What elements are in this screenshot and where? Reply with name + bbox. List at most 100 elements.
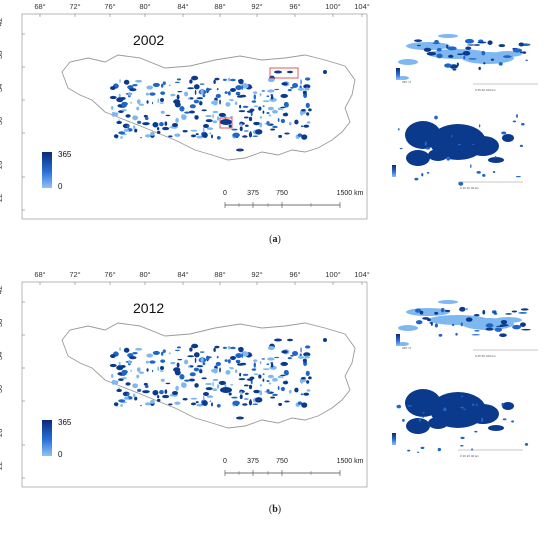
lake bbox=[235, 353, 243, 359]
lake bbox=[123, 79, 130, 85]
lake bbox=[228, 367, 234, 369]
lake bbox=[304, 355, 310, 359]
lake bbox=[190, 402, 197, 406]
lake bbox=[142, 390, 150, 394]
lon-tick-label: 72° bbox=[69, 2, 81, 11]
lake bbox=[189, 347, 193, 352]
inset-lake bbox=[476, 403, 478, 407]
detail-inset-top bbox=[388, 28, 546, 106]
lake bbox=[251, 368, 257, 371]
lake bbox=[259, 92, 262, 97]
lake bbox=[253, 105, 259, 108]
inset-lake bbox=[434, 311, 439, 315]
lake bbox=[308, 108, 312, 112]
lake bbox=[206, 127, 214, 131]
lake bbox=[157, 98, 160, 103]
lake bbox=[230, 383, 234, 386]
lake bbox=[259, 360, 262, 365]
lake bbox=[242, 105, 249, 108]
lake bbox=[193, 352, 200, 358]
lake bbox=[228, 392, 232, 396]
lake bbox=[174, 81, 180, 84]
lake bbox=[249, 399, 252, 402]
inset-lake bbox=[493, 311, 496, 314]
scale-label: 750 bbox=[276, 458, 288, 465]
inset-lake bbox=[473, 314, 480, 317]
inset-bottom-scale-label: 0 10 20 40 km bbox=[460, 186, 480, 190]
lake bbox=[212, 378, 219, 382]
lake bbox=[109, 95, 117, 100]
lake bbox=[248, 384, 253, 390]
lake bbox=[182, 130, 188, 133]
lon-tick-label: 80° bbox=[139, 2, 151, 11]
lake bbox=[216, 403, 221, 408]
inset-lake bbox=[440, 307, 445, 313]
lake bbox=[282, 380, 289, 385]
detail-inset-top bbox=[388, 294, 546, 372]
inset-map bbox=[392, 389, 529, 453]
lake bbox=[214, 77, 220, 81]
lake bbox=[175, 385, 179, 391]
lake bbox=[135, 79, 143, 83]
lat-tick-label: 26° bbox=[0, 425, 4, 437]
lake bbox=[255, 129, 263, 135]
lake bbox=[176, 346, 182, 349]
lake bbox=[258, 374, 262, 379]
lake bbox=[229, 346, 236, 350]
lake bbox=[160, 83, 164, 88]
inset-lake bbox=[466, 44, 476, 46]
lake bbox=[193, 84, 200, 90]
plateau-outline-group bbox=[61, 322, 356, 429]
lake bbox=[168, 135, 173, 138]
lon-tick-label: 72° bbox=[69, 270, 81, 279]
lon-tick-label: 92° bbox=[251, 2, 263, 11]
lake bbox=[267, 345, 275, 351]
inset-lake bbox=[474, 330, 480, 332]
scale-label: 1500 km bbox=[336, 458, 364, 465]
lake bbox=[297, 355, 305, 359]
lake bbox=[159, 370, 164, 372]
lake bbox=[224, 91, 228, 95]
inset-lake bbox=[407, 405, 413, 407]
inset-lake bbox=[485, 327, 494, 331]
inset-lake bbox=[501, 402, 504, 407]
lake bbox=[117, 104, 123, 108]
lake bbox=[211, 134, 213, 139]
inset-top-scale-label: 0 25 50 100 km bbox=[475, 88, 496, 92]
lake-large bbox=[249, 376, 255, 380]
lake bbox=[281, 82, 288, 86]
inset-lake bbox=[494, 327, 503, 332]
lon-tick-label: 68° bbox=[34, 2, 46, 11]
lake bbox=[238, 78, 244, 85]
inset-lake bbox=[452, 68, 457, 71]
lake bbox=[216, 116, 220, 121]
lake bbox=[109, 363, 117, 368]
inset-lake bbox=[463, 408, 466, 411]
lake bbox=[266, 95, 270, 98]
inset-lake bbox=[437, 447, 442, 452]
lake bbox=[219, 367, 221, 373]
inset-lake bbox=[434, 40, 439, 44]
lat-tick-label: 38° bbox=[0, 47, 4, 59]
lake bbox=[187, 355, 195, 358]
lake bbox=[239, 126, 243, 132]
lake bbox=[228, 124, 232, 128]
lake-large bbox=[203, 124, 209, 128]
inset-map bbox=[396, 34, 538, 85]
lake bbox=[284, 132, 290, 135]
lake bbox=[280, 118, 286, 124]
lake bbox=[128, 360, 131, 364]
lake bbox=[234, 101, 238, 105]
lake bbox=[227, 91, 231, 96]
inset-lake bbox=[462, 50, 471, 56]
inset-lake bbox=[502, 134, 514, 142]
inset-lake bbox=[481, 417, 484, 422]
inset-lake bbox=[471, 403, 475, 406]
lake bbox=[201, 109, 207, 112]
lake bbox=[117, 372, 123, 376]
lake bbox=[182, 398, 188, 401]
lake bbox=[253, 121, 260, 126]
inset-lake bbox=[407, 449, 411, 452]
lake bbox=[202, 400, 208, 406]
lake bbox=[270, 95, 274, 100]
